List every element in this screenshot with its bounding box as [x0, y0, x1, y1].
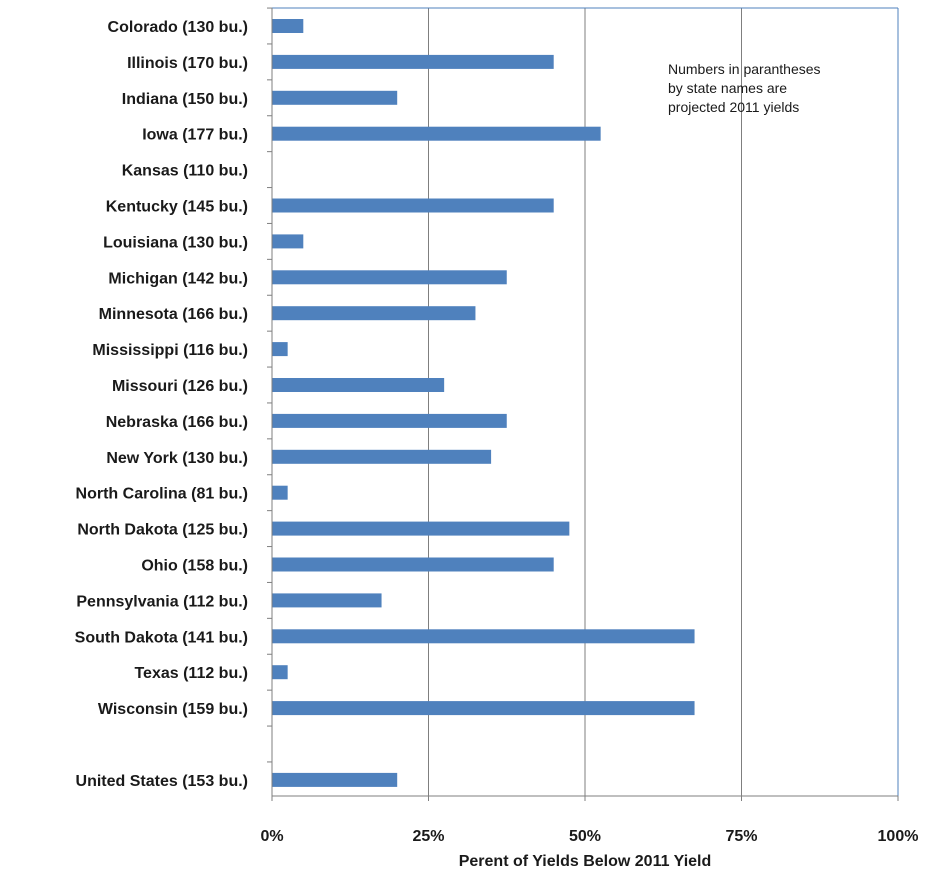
- category-label: Colorado (130 bu.): [108, 19, 248, 36]
- bars: [272, 19, 695, 787]
- category-label: Indiana (150 bu.): [122, 91, 248, 108]
- annotation-line: projected 2011 yields: [668, 99, 799, 115]
- bar: [272, 449, 492, 464]
- bar: [272, 557, 554, 572]
- category-label: Michigan (142 bu.): [108, 270, 248, 287]
- bar: [272, 270, 507, 285]
- category-labels: Colorado (130 bu.) Illinois (170 bu.) Indi…: [75, 19, 248, 790]
- bar: [272, 90, 398, 105]
- annotation-line: by state names are: [668, 80, 787, 96]
- category-label: Mississippi (116 bu.): [92, 342, 248, 359]
- category-label: Wisconsin (159 bu.): [98, 701, 248, 718]
- category-label: Ohio (158 bu.): [141, 558, 248, 575]
- bar: [272, 521, 570, 536]
- bar: [272, 593, 382, 608]
- category-label: North Dakota (125 bu.): [77, 522, 248, 539]
- bar: [272, 772, 398, 787]
- x-tick-label: 100%: [878, 828, 919, 845]
- axes: [267, 7, 899, 801]
- category-label: Louisiana (130 bu.): [103, 234, 248, 251]
- category-label: Iowa (177 bu.): [142, 127, 248, 144]
- category-label: South Dakota (141 bu.): [75, 629, 248, 646]
- bar: [272, 342, 288, 357]
- x-tick-label: 50%: [569, 828, 601, 845]
- category-label: New York (130 bu.): [106, 450, 248, 467]
- bar: [272, 234, 304, 249]
- gridlines: [428, 8, 742, 796]
- bar: [272, 198, 554, 213]
- bar: [272, 126, 601, 141]
- category-label: Illinois (170 bu.): [127, 55, 248, 72]
- bar: [272, 413, 507, 428]
- bar: [272, 485, 288, 500]
- category-label: Kentucky (145 bu.): [106, 199, 248, 216]
- bar: [272, 629, 695, 644]
- category-label: Kansas (110 bu.): [122, 163, 248, 180]
- x-tick-label: 0%: [260, 828, 283, 845]
- bar: [272, 665, 288, 680]
- x-tick-label: 25%: [412, 828, 444, 845]
- category-label: United States (153 bu.): [76, 773, 248, 790]
- annotation-line: Numbers in parantheses: [668, 61, 821, 77]
- bar: [272, 19, 304, 33]
- bar: [272, 378, 445, 392]
- category-label: Minnesota (166 bu.): [99, 306, 248, 323]
- bar: [272, 54, 554, 69]
- bar: [272, 701, 695, 716]
- category-label: Pennsylvania (112 bu.): [76, 593, 248, 610]
- bar: [272, 306, 476, 321]
- x-axis-title: Perent of Yields Below 2011 Yield: [459, 853, 712, 870]
- category-label: Nebraska (166 bu.): [106, 414, 248, 431]
- x-tick-label: 75%: [725, 828, 757, 845]
- annotation-note: Numbers in parantheses by state names are…: [668, 61, 821, 115]
- category-label: Texas (112 bu.): [134, 665, 248, 682]
- category-label: Missouri (126 bu.): [112, 378, 248, 395]
- x-tick-labels: 0% 25% 50% 75% 100%: [260, 828, 918, 845]
- category-label: North Carolina (81 bu.): [76, 486, 248, 503]
